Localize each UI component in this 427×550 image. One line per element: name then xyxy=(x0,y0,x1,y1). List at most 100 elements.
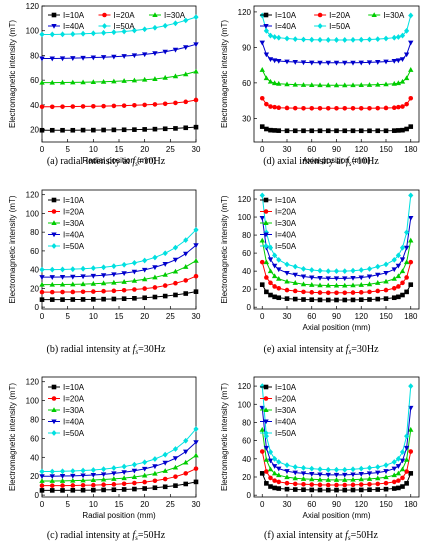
x-tick-label: 30 xyxy=(283,145,292,154)
data-point xyxy=(317,128,323,134)
y-tick-label: 0 xyxy=(247,491,252,500)
legend-label: I=40A xyxy=(63,418,85,427)
data-point xyxy=(300,82,307,87)
series-i-40a xyxy=(39,440,199,480)
data-point xyxy=(142,486,147,491)
data-point xyxy=(383,278,389,284)
data-point xyxy=(383,128,389,134)
data-point xyxy=(90,472,97,478)
y-tick-label: 40 xyxy=(30,266,39,275)
y-tick-label: 90 xyxy=(242,43,251,52)
data-point xyxy=(183,449,189,455)
data-point xyxy=(193,289,199,294)
legend-item: I=50A xyxy=(48,429,85,438)
legend-item: I=50A xyxy=(260,429,297,438)
series-line xyxy=(42,428,197,472)
data-point xyxy=(383,480,389,486)
x-tick-label: 120 xyxy=(355,500,369,509)
data-point xyxy=(271,470,278,476)
data-point xyxy=(183,71,189,77)
data-point xyxy=(403,245,410,251)
data-point xyxy=(39,275,45,280)
data-point xyxy=(142,127,147,132)
y-tick-label: 120 xyxy=(26,378,40,387)
legend-marker xyxy=(263,232,269,238)
data-point xyxy=(70,468,76,474)
legend-label: I=10A xyxy=(275,196,297,205)
series-line xyxy=(42,441,197,477)
caption-prefix: (e) axial intensity at xyxy=(263,344,345,355)
data-point xyxy=(173,100,178,106)
data-point xyxy=(391,295,397,301)
data-point xyxy=(60,289,65,295)
data-point xyxy=(292,105,298,111)
data-point xyxy=(59,468,66,475)
caption-symbol: f xyxy=(345,530,349,541)
legend-label: I=50A xyxy=(63,429,85,438)
data-point xyxy=(383,59,389,65)
data-point xyxy=(367,289,372,295)
y-tick-label: 60 xyxy=(30,434,39,443)
legend-marker xyxy=(317,12,323,18)
data-point xyxy=(121,287,127,293)
data-point xyxy=(267,78,274,84)
legend-item: I=20A xyxy=(48,208,85,217)
data-point xyxy=(284,462,290,469)
data-point xyxy=(80,55,86,61)
data-point xyxy=(375,475,381,481)
data-point xyxy=(100,472,107,478)
y-tick-label: 80 xyxy=(30,228,39,237)
data-point xyxy=(91,487,96,493)
data-point xyxy=(358,267,364,273)
y-axis-label: Electromagnetic intensity (mT) xyxy=(220,383,229,491)
data-point xyxy=(367,128,372,134)
data-point xyxy=(408,215,414,221)
data-point xyxy=(358,282,364,287)
data-point xyxy=(408,383,414,389)
legend-marker xyxy=(263,197,269,203)
data-point xyxy=(193,97,199,103)
data-point xyxy=(300,465,307,471)
data-point xyxy=(358,290,364,295)
data-point xyxy=(391,472,397,478)
data-point xyxy=(272,284,277,289)
data-point xyxy=(284,128,290,134)
data-point xyxy=(408,471,414,476)
data-point xyxy=(276,128,282,133)
data-point xyxy=(111,296,117,302)
data-point xyxy=(396,104,401,110)
data-point xyxy=(111,482,117,487)
data-point xyxy=(342,297,348,303)
data-point xyxy=(131,77,138,83)
data-point xyxy=(121,487,127,492)
legend-item: I=30A xyxy=(368,11,405,20)
data-point xyxy=(60,483,65,488)
data-point xyxy=(183,237,189,244)
data-point xyxy=(391,58,397,64)
data-point xyxy=(366,476,373,481)
legend-label: I=10A xyxy=(63,11,85,20)
legend-marker xyxy=(51,232,57,238)
data-point xyxy=(350,472,356,478)
data-point xyxy=(309,297,315,303)
data-point xyxy=(152,456,158,462)
data-point xyxy=(350,267,356,274)
legend-item: I=40A xyxy=(260,231,297,240)
data-point xyxy=(80,127,86,133)
legend-item: I=30A xyxy=(48,219,85,228)
data-point xyxy=(268,292,273,298)
data-point xyxy=(111,471,117,477)
data-point xyxy=(317,60,323,66)
data-point xyxy=(162,283,168,288)
data-point xyxy=(342,37,348,43)
data-point xyxy=(39,281,45,287)
data-point xyxy=(325,82,331,88)
data-point xyxy=(342,472,348,478)
y-tick-label: 60 xyxy=(242,249,251,258)
data-point xyxy=(358,472,364,477)
data-point xyxy=(70,274,76,280)
data-point xyxy=(403,75,410,81)
x-tick-label: 5 xyxy=(65,145,70,154)
data-point xyxy=(284,469,290,474)
data-point xyxy=(132,287,137,292)
